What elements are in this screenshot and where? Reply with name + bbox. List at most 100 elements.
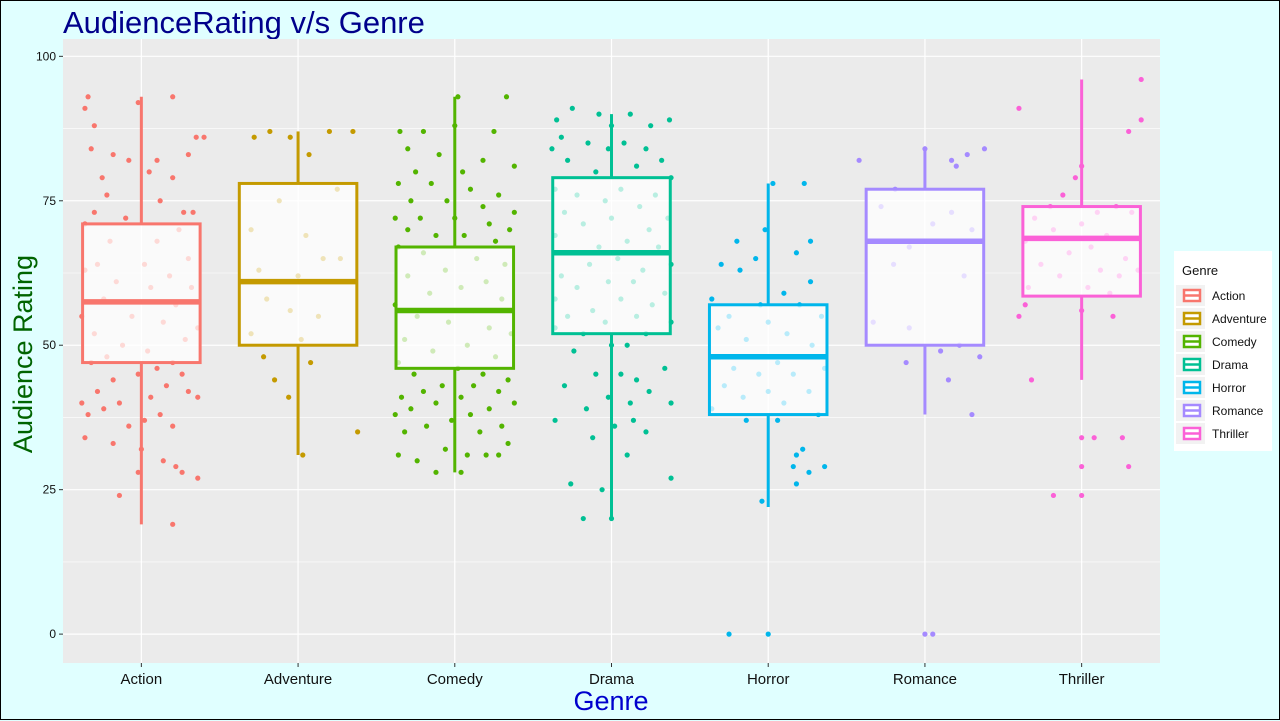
data-point [146, 169, 152, 175]
data-point [480, 371, 486, 377]
data-point [116, 492, 123, 499]
data-point [496, 388, 502, 395]
data-point [627, 400, 633, 406]
data-point [643, 146, 649, 152]
data-point [185, 388, 191, 395]
data-point [428, 180, 434, 187]
data-point [287, 134, 293, 140]
data-point [568, 481, 574, 487]
data-point [405, 146, 411, 152]
data-point [496, 452, 502, 458]
data-point [554, 117, 560, 123]
data-point [94, 388, 101, 395]
data-point [467, 186, 474, 192]
legend-label: Adventure [1212, 312, 1267, 326]
x-tick-label: Adventure [264, 671, 332, 688]
data-point [793, 250, 800, 256]
data-point [201, 134, 207, 140]
data-point [405, 227, 411, 233]
y-tick-label: 25 [43, 483, 57, 497]
data-point [633, 163, 640, 169]
data-point [395, 452, 401, 458]
data-point [605, 146, 611, 152]
data-point [807, 238, 814, 244]
data-point [355, 429, 361, 435]
data-point [977, 354, 983, 360]
data-point [770, 180, 776, 187]
legend-label: Thriller [1212, 427, 1249, 441]
data-point [300, 452, 306, 458]
data-point [737, 267, 743, 273]
data-point [856, 157, 862, 163]
data-point [461, 232, 467, 239]
data-point [930, 631, 936, 637]
data-point [807, 279, 814, 285]
legend-label: Action [1212, 289, 1245, 303]
data-point [938, 348, 944, 354]
data-point [1060, 192, 1066, 198]
data-point [922, 631, 928, 637]
data-point [91, 123, 97, 129]
legend-label: Comedy [1212, 335, 1257, 349]
data-point [179, 469, 185, 475]
data-point [157, 411, 163, 418]
data-point [85, 411, 91, 418]
data-point [170, 423, 176, 429]
data-point [565, 157, 571, 163]
data-point [433, 469, 439, 475]
data-point [511, 163, 517, 169]
data-point [1119, 435, 1125, 441]
data-point [486, 221, 492, 227]
data-point [969, 411, 975, 418]
data-point [460, 169, 466, 175]
data-point [179, 371, 185, 377]
data-point [470, 383, 477, 389]
data-point [585, 140, 591, 146]
data-point [964, 151, 970, 158]
x-tick-label: Romance [893, 671, 957, 688]
data-point [507, 227, 513, 233]
data-point [793, 452, 800, 458]
data-point [668, 400, 674, 406]
data-point [91, 209, 97, 215]
data-point [765, 631, 771, 637]
data-point [413, 169, 419, 175]
data-point [411, 371, 417, 377]
data-point [392, 215, 398, 221]
x-tick-label: Drama [589, 671, 635, 688]
data-point [449, 417, 455, 423]
box [864, 187, 986, 347]
data-point [126, 423, 132, 429]
data-point [195, 475, 201, 481]
data-point [436, 151, 442, 158]
data-point [1138, 117, 1144, 123]
data-point [569, 105, 575, 111]
data-point [483, 452, 489, 458]
data-point [511, 209, 517, 215]
data-point [397, 128, 403, 135]
data-point [822, 463, 828, 470]
data-point [126, 157, 132, 163]
data-point [1091, 435, 1097, 441]
data-point [458, 394, 464, 400]
data-point [173, 463, 179, 470]
data-point [82, 435, 88, 441]
data-point [326, 128, 333, 135]
y-axis-label: Audience Rating [8, 255, 38, 453]
data-point [1126, 463, 1132, 470]
data-point [85, 94, 91, 100]
data-point [1022, 302, 1028, 308]
data-point [1110, 313, 1116, 319]
data-point [392, 411, 398, 418]
data-point [1016, 313, 1022, 319]
data-point [135, 371, 141, 377]
data-point [181, 209, 187, 215]
data-point [480, 157, 486, 163]
data-point [193, 134, 199, 140]
data-point [662, 365, 668, 371]
data-point [630, 417, 637, 423]
data-point [762, 227, 768, 233]
data-point [621, 140, 627, 146]
data-point [596, 111, 602, 117]
